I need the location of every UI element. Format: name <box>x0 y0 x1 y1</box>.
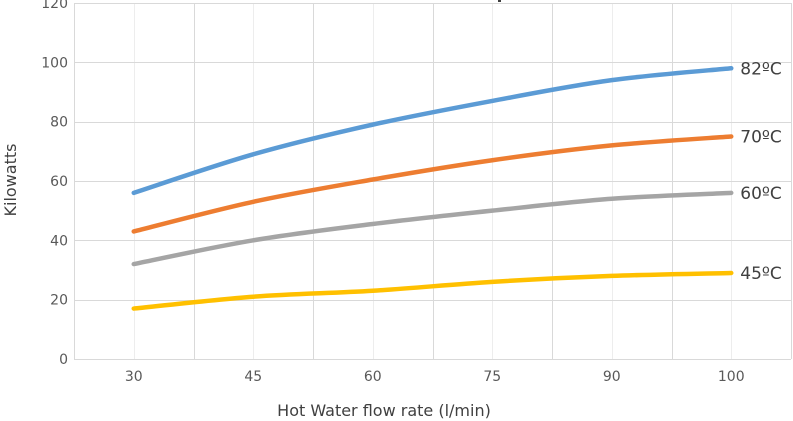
x-tick-label: 30 <box>125 369 143 385</box>
y-tick-label: 40 <box>50 233 68 249</box>
series-line <box>131 190 734 267</box>
series-labels: 82ºC 70ºC 60ºC 45ºC <box>740 59 782 284</box>
x-axis-title: Hot Water flow rate (l/min) <box>277 401 491 420</box>
y-tick-label: 20 <box>50 293 68 309</box>
y-tick-label: 100 <box>41 55 68 71</box>
x-tick-label: 45 <box>244 369 262 385</box>
series-label: 60ºC <box>740 184 782 204</box>
series-lines <box>131 66 734 311</box>
title-fragment <box>498 0 501 2</box>
y-tick-label: 120 <box>41 0 68 12</box>
y-tick-label: 0 <box>59 352 68 368</box>
y-tick-label: 80 <box>50 115 68 131</box>
x-tick-label: 75 <box>483 369 501 385</box>
y-axis-title: Kilowatts <box>1 144 20 217</box>
series-line <box>131 134 734 234</box>
x-tick-label: 60 <box>364 369 382 385</box>
series-label: 70ºC <box>740 128 782 148</box>
x-tick-label: 90 <box>603 369 621 385</box>
series-line <box>131 66 734 196</box>
gridlines <box>74 0 792 360</box>
y-axis-ticks: 0 20 40 60 80 100 120 <box>41 0 68 368</box>
series-label: 45ºC <box>740 264 782 284</box>
x-tick-label: 100 <box>718 369 745 385</box>
series-label: 82ºC <box>740 59 782 79</box>
series-line <box>131 270 734 311</box>
x-axis-ticks: 30 45 60 75 90 100 <box>125 369 745 385</box>
y-tick-label: 60 <box>50 174 68 190</box>
